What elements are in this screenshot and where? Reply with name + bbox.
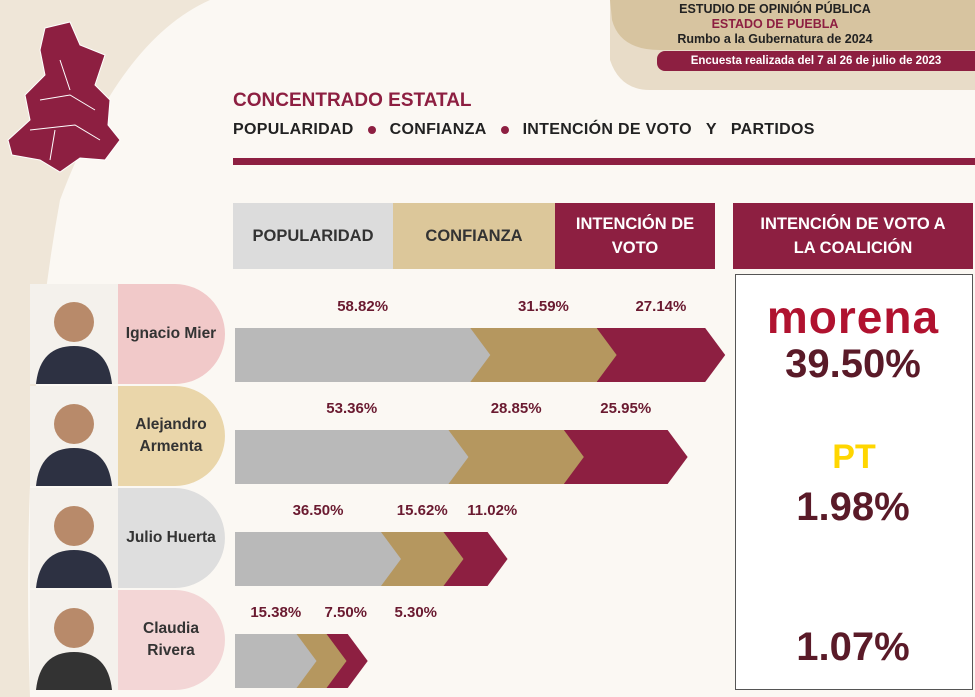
value-label: 25.95% bbox=[600, 400, 652, 417]
value-label: 36.50% bbox=[292, 502, 344, 519]
bar-segment bbox=[326, 634, 368, 688]
bar-segment bbox=[443, 532, 508, 586]
subtitle-item: PARTIDOS bbox=[730, 121, 815, 138]
photo-head bbox=[54, 506, 94, 546]
bar-segment bbox=[235, 328, 491, 382]
bar-segment bbox=[235, 532, 401, 586]
value-label: 28.85% bbox=[490, 400, 542, 417]
candidate-name: Julio Huerta bbox=[126, 529, 216, 546]
name-pill bbox=[118, 386, 225, 486]
header: ESTUDIO DE OPINIÓN PÚBLICA ESTADO DE PUEB… bbox=[615, 2, 935, 47]
coalition-title: INTENCIÓN DE VOTO A LA COALICIÓN bbox=[733, 203, 973, 269]
title: CONCENTRADO ESTATAL bbox=[233, 90, 472, 111]
subtitle-item: POPULARIDAD bbox=[233, 121, 354, 138]
value-label: 15.62% bbox=[396, 502, 448, 519]
puebla-map bbox=[7, 21, 121, 173]
legend-label: CONFIANZA bbox=[425, 227, 523, 245]
party-value: 1.07% bbox=[796, 625, 910, 669]
photo-head bbox=[54, 302, 94, 342]
bar-segment bbox=[596, 328, 726, 382]
survey-note: Encuesta realizada del 7 al 26 de julio … bbox=[657, 51, 975, 71]
bar-segment bbox=[296, 634, 347, 688]
name-pill bbox=[118, 488, 225, 588]
header-line: ESTADO DE PUEBLA bbox=[711, 17, 839, 31]
name-pill bbox=[118, 284, 225, 384]
coalition-box bbox=[735, 274, 973, 690]
map-borders bbox=[29, 59, 101, 161]
bar-segment bbox=[381, 532, 464, 586]
legend-label: POPULARIDAD bbox=[252, 227, 374, 245]
rule bbox=[233, 158, 975, 165]
photo-body bbox=[36, 652, 112, 690]
value-label: 5.30% bbox=[394, 604, 438, 621]
photo-body bbox=[36, 448, 112, 486]
value-label: 53.36% bbox=[326, 400, 378, 417]
candidate-name: Claudia Rivera bbox=[143, 620, 199, 659]
candidate-name: Ignacio Mier bbox=[125, 325, 217, 342]
bullet bbox=[500, 126, 509, 134]
photo-head bbox=[54, 404, 94, 444]
legend-box bbox=[233, 203, 393, 269]
bar-segment bbox=[470, 328, 617, 382]
photo-body bbox=[36, 346, 112, 384]
subtitle: POPULARIDAD CONFIANZA INTENCIÓN DE VOTO Y PA… bbox=[233, 121, 815, 139]
party-value: 1.98% bbox=[796, 485, 910, 529]
value-label: 27.14% bbox=[635, 298, 687, 315]
candidate-name: Alejandro Armenta bbox=[135, 416, 207, 455]
legend-box bbox=[393, 203, 555, 269]
legend-box bbox=[555, 203, 715, 269]
legend-label: INTENCIÓN DE VOTO bbox=[575, 215, 695, 257]
party-name: PT bbox=[832, 438, 876, 476]
bar-segment bbox=[563, 430, 688, 484]
party-name: morena bbox=[766, 291, 940, 343]
value-label: 11.02% bbox=[467, 502, 518, 519]
bullet bbox=[367, 126, 376, 134]
party-name: VERDE bbox=[828, 595, 880, 612]
left-swoosh bbox=[0, 0, 210, 697]
name-pill bbox=[118, 590, 225, 690]
header-line: Rumbo a la Gubernatura de 2024 bbox=[677, 32, 873, 46]
subtitle-item: INTENCIÓN DE VOTO bbox=[522, 121, 692, 138]
photo-body bbox=[36, 550, 112, 588]
subtitle-item: Y bbox=[705, 121, 717, 138]
value-label: 15.38% bbox=[250, 604, 302, 621]
value-label: 58.82% bbox=[337, 298, 389, 315]
bar-segment bbox=[448, 430, 584, 484]
value-label: 7.50% bbox=[324, 604, 368, 621]
header-line: ESTUDIO DE OPINIÓN PÚBLICA bbox=[679, 2, 871, 16]
bar-segment bbox=[235, 634, 317, 688]
header-band-gold bbox=[610, 0, 975, 50]
party-value: 39.50% bbox=[785, 342, 921, 386]
value-label: 31.59% bbox=[518, 298, 569, 315]
subtitle-item: CONFIANZA bbox=[389, 121, 487, 138]
bar-segment bbox=[235, 430, 469, 484]
photo-head bbox=[54, 608, 94, 648]
